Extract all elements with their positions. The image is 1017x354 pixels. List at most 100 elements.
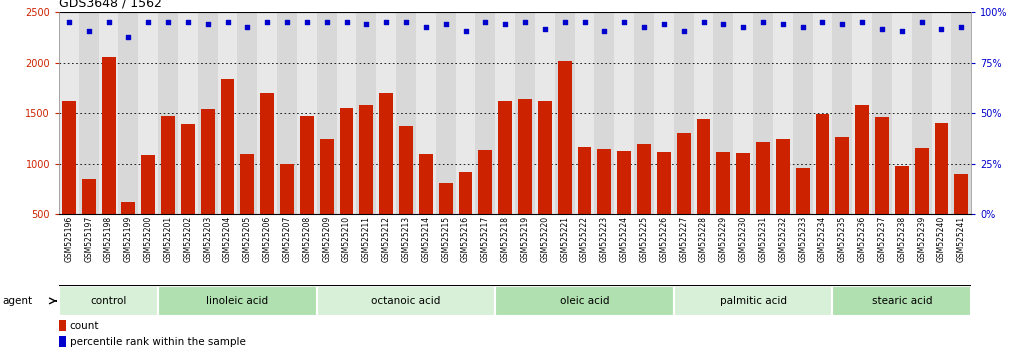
Bar bbox=[555, 12, 575, 214]
Point bbox=[556, 19, 573, 25]
Bar bbox=[436, 12, 456, 214]
Bar bbox=[181, 124, 195, 264]
Bar bbox=[832, 286, 971, 316]
Point bbox=[180, 19, 196, 25]
Bar bbox=[59, 286, 159, 316]
Bar bbox=[754, 12, 773, 214]
Bar bbox=[238, 12, 257, 214]
Point bbox=[815, 19, 831, 25]
Bar bbox=[674, 12, 694, 214]
Point bbox=[775, 22, 791, 27]
Bar bbox=[518, 99, 532, 264]
Point bbox=[437, 22, 454, 27]
Bar bbox=[397, 12, 416, 214]
Bar bbox=[278, 12, 297, 214]
Bar bbox=[119, 12, 138, 214]
Bar bbox=[161, 116, 175, 264]
Bar bbox=[795, 168, 810, 264]
Bar bbox=[835, 137, 849, 264]
Point bbox=[696, 19, 712, 25]
Bar bbox=[516, 12, 535, 214]
Point bbox=[854, 19, 871, 25]
Point bbox=[61, 19, 77, 25]
Bar bbox=[159, 286, 317, 316]
Point bbox=[160, 19, 176, 25]
Bar bbox=[319, 138, 334, 264]
Bar bbox=[617, 150, 632, 264]
Bar bbox=[676, 133, 691, 264]
Bar bbox=[399, 126, 413, 264]
Bar bbox=[300, 116, 314, 264]
Bar bbox=[714, 12, 733, 214]
Point bbox=[577, 19, 593, 25]
Bar bbox=[614, 12, 635, 214]
Text: percentile rank within the sample: percentile rank within the sample bbox=[70, 337, 246, 347]
Bar bbox=[873, 12, 892, 214]
Point bbox=[894, 28, 910, 33]
Bar bbox=[654, 12, 674, 214]
Bar bbox=[59, 336, 66, 347]
Bar bbox=[141, 155, 156, 264]
Bar bbox=[81, 179, 96, 264]
Bar bbox=[138, 12, 159, 214]
Bar bbox=[733, 12, 754, 214]
Bar bbox=[875, 117, 889, 264]
Bar bbox=[59, 320, 66, 331]
Point bbox=[675, 28, 692, 33]
Point bbox=[418, 24, 434, 29]
Point bbox=[239, 24, 255, 29]
Bar bbox=[855, 105, 870, 264]
Bar bbox=[914, 148, 929, 264]
Bar bbox=[833, 12, 852, 214]
Point bbox=[140, 19, 157, 25]
Bar bbox=[716, 152, 730, 264]
Bar bbox=[200, 109, 215, 264]
Bar bbox=[379, 93, 394, 264]
Bar bbox=[280, 164, 294, 264]
Point bbox=[834, 22, 850, 27]
Point bbox=[517, 19, 533, 25]
Point bbox=[596, 28, 612, 33]
Point bbox=[715, 22, 731, 27]
Point bbox=[199, 22, 216, 27]
Bar bbox=[595, 12, 614, 214]
Point bbox=[477, 19, 493, 25]
Point bbox=[120, 34, 136, 39]
Bar bbox=[337, 12, 357, 214]
Bar bbox=[756, 142, 770, 264]
Bar bbox=[852, 12, 873, 214]
Point bbox=[656, 22, 672, 27]
Bar bbox=[498, 101, 513, 264]
Point bbox=[616, 19, 633, 25]
Bar bbox=[178, 12, 198, 214]
Point bbox=[299, 19, 315, 25]
Point bbox=[398, 19, 414, 25]
Text: stearic acid: stearic acid bbox=[872, 296, 932, 306]
Bar bbox=[736, 153, 751, 264]
Bar bbox=[635, 12, 654, 214]
Bar bbox=[376, 12, 397, 214]
Bar bbox=[359, 105, 373, 264]
Bar bbox=[102, 57, 116, 264]
Bar bbox=[637, 143, 651, 264]
Point bbox=[101, 19, 117, 25]
Bar bbox=[597, 149, 611, 264]
Bar bbox=[912, 12, 932, 214]
Text: linoleic acid: linoleic acid bbox=[206, 296, 268, 306]
Text: oleic acid: oleic acid bbox=[559, 296, 609, 306]
Bar bbox=[932, 12, 952, 214]
Bar bbox=[416, 12, 436, 214]
Bar bbox=[535, 12, 555, 214]
Bar bbox=[697, 119, 711, 264]
Bar bbox=[813, 12, 833, 214]
Point bbox=[80, 28, 97, 33]
Point bbox=[279, 19, 295, 25]
Text: palmitic acid: palmitic acid bbox=[720, 296, 786, 306]
Bar bbox=[495, 12, 516, 214]
Bar bbox=[793, 12, 813, 214]
Text: control: control bbox=[91, 296, 127, 306]
Bar bbox=[895, 166, 909, 264]
Point bbox=[497, 22, 514, 27]
Bar bbox=[575, 12, 595, 214]
Bar bbox=[159, 12, 178, 214]
